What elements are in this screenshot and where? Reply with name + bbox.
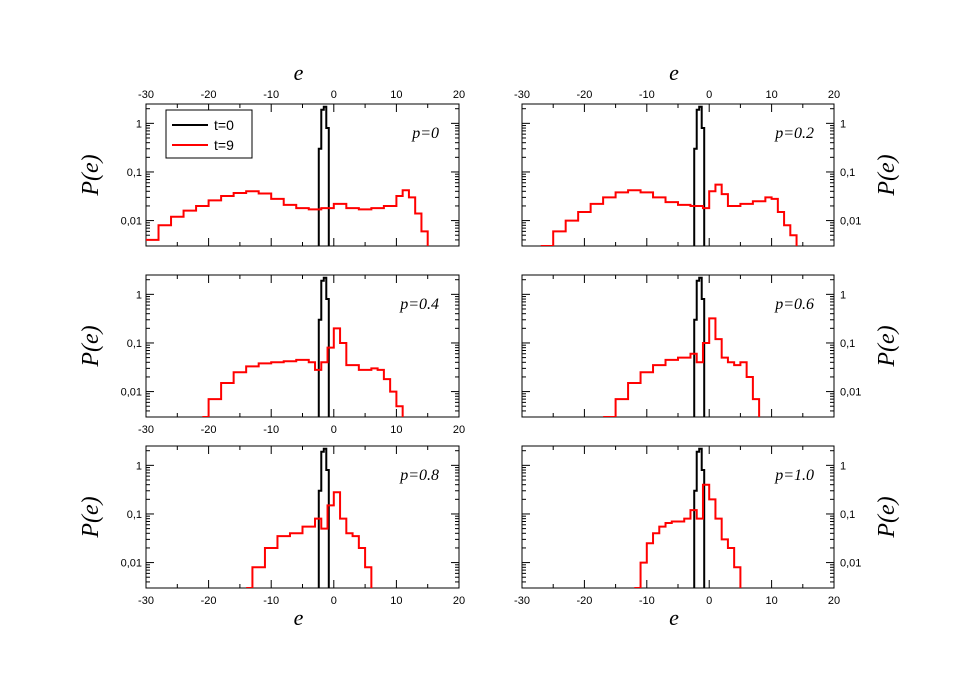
series-line-t0 xyxy=(317,276,330,417)
series-group xyxy=(634,447,742,588)
x-tick-label: 20 xyxy=(828,89,840,101)
y-axis-label: P(e) xyxy=(78,154,104,196)
x-tick-label: 20 xyxy=(453,424,465,436)
x-tick-label: 10 xyxy=(765,595,777,607)
y-axis-label: P(e) xyxy=(874,325,900,367)
x-tick-label: -30 xyxy=(514,595,530,607)
panel-label: p=0.2 xyxy=(774,125,814,142)
x-tick-label: 0 xyxy=(331,424,337,436)
y-tick-label: 1 xyxy=(136,118,142,130)
x-tick-label: -20 xyxy=(201,89,217,101)
x-tick-label: 0 xyxy=(331,89,337,101)
series-line-t9 xyxy=(246,491,373,588)
x-tick-label: -30 xyxy=(138,424,154,436)
x-tick-label: -20 xyxy=(576,595,592,607)
y-tick-label: 0,1 xyxy=(840,509,855,521)
x-tick-label: -20 xyxy=(576,89,592,101)
y-tick-label: 0,01 xyxy=(121,387,142,399)
y-tick-label: 0,01 xyxy=(840,387,861,399)
y-axis-label: P(e) xyxy=(78,325,104,367)
y-tick-label: 0,01 xyxy=(121,216,142,228)
panel-2: -30 -20 -10 0 10 20 0,01 0,1 1 P(e) p=0.2 xyxy=(514,89,900,247)
y-axis-label: P(e) xyxy=(78,496,104,538)
x-axis-label: e xyxy=(669,605,679,630)
x-tick-label: 20 xyxy=(828,595,840,607)
series-group xyxy=(246,447,373,588)
panel-4: 0,01 0,1 1 P(e) p=0.6 xyxy=(521,274,900,418)
x-tick-label: 10 xyxy=(390,89,402,101)
panel-label: p=1.0 xyxy=(774,467,814,484)
series-group xyxy=(540,105,798,246)
y-tick-label: 1 xyxy=(840,118,846,130)
x-tick-label: -20 xyxy=(201,424,217,436)
panel-6: -30 -20 -10 0 10 20 0,01 0,1 1 P(e) p=1.0 xyxy=(514,445,900,607)
series-line-t0 xyxy=(693,447,706,588)
series-line-t0 xyxy=(317,447,330,588)
y-tick-label: 0,01 xyxy=(840,558,861,570)
x-tick-label: -10 xyxy=(263,595,279,607)
x-tick-label: 10 xyxy=(390,595,402,607)
y-tick-label: 1 xyxy=(136,289,142,301)
x-axis-label: e xyxy=(294,605,304,630)
x-tick-label: 0 xyxy=(706,89,712,101)
panel-label: p=0 xyxy=(411,125,439,142)
y-tick-label: 1 xyxy=(840,289,846,301)
series-line-t9 xyxy=(202,327,404,417)
x-tick-label: -10 xyxy=(639,89,655,101)
legend-label: t=0 xyxy=(214,117,234,133)
x-tick-label: 10 xyxy=(390,424,402,436)
series-line-t9 xyxy=(634,483,742,588)
x-tick-label: -30 xyxy=(138,595,154,607)
x-tick-label: -10 xyxy=(263,89,279,101)
x-tick-label: -20 xyxy=(201,595,217,607)
y-tick-label: 1 xyxy=(136,460,142,472)
series-group xyxy=(146,105,429,246)
y-tick-label: 0,1 xyxy=(840,167,855,179)
x-tick-label: -10 xyxy=(263,424,279,436)
x-tick-label: -30 xyxy=(138,89,154,101)
series-group xyxy=(603,276,761,417)
y-tick-label: 0,01 xyxy=(121,558,142,570)
series-line-t0 xyxy=(693,276,706,417)
y-axis-label: P(e) xyxy=(874,496,900,538)
series-line-t0 xyxy=(693,105,706,246)
series-line-t0 xyxy=(317,105,330,246)
series-line-t9 xyxy=(540,183,798,246)
x-axis-label: e xyxy=(669,60,679,85)
x-tick-label: 20 xyxy=(453,595,465,607)
panel-5: -30 -20 -10 0 10 20 0,01 0,1 1 P(e) p=0.8 xyxy=(78,445,465,607)
panel-1: -30 -20 -10 0 10 200,010,11P(e)p=0t=0t=9 xyxy=(78,89,465,247)
legend: t=0t=9 xyxy=(165,109,253,159)
y-tick-label: 0,1 xyxy=(127,338,142,350)
legend-box xyxy=(165,109,253,159)
y-tick-label: 0,1 xyxy=(127,167,142,179)
x-tick-label: 10 xyxy=(765,89,777,101)
series-group xyxy=(202,276,404,417)
series-line-t9 xyxy=(603,317,761,417)
y-axis-label: P(e) xyxy=(874,154,900,196)
x-tick-label: 0 xyxy=(706,595,712,607)
y-tick-label: 0,1 xyxy=(840,338,855,350)
panel-3: -30 -20 -10 0 10 20 0,01 0,1 1 P(e) p=0.4 xyxy=(78,274,465,436)
x-tick-label: 0 xyxy=(331,595,337,607)
y-tick-label: 0,1 xyxy=(127,509,142,521)
x-tick-label: -10 xyxy=(639,595,655,607)
y-tick-label: 1 xyxy=(840,460,846,472)
panel-label: p=0.4 xyxy=(399,296,439,313)
x-tick-label: 20 xyxy=(453,89,465,101)
panel-label: p=0.8 xyxy=(399,467,439,484)
x-tick-label: -30 xyxy=(514,89,530,101)
y-tick-label: 0,01 xyxy=(840,216,861,228)
panel-label: p=0.6 xyxy=(774,296,814,313)
x-axis-label: e xyxy=(294,60,304,85)
legend-label: t=9 xyxy=(214,137,234,153)
series-line-t9 xyxy=(146,189,429,246)
